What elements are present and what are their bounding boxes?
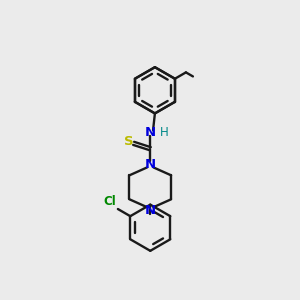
Text: S: S — [124, 135, 134, 148]
Text: N: N — [145, 204, 156, 217]
Text: N: N — [145, 126, 156, 139]
Text: H: H — [160, 126, 169, 139]
Text: Cl: Cl — [103, 195, 116, 208]
Text: N: N — [145, 158, 156, 171]
